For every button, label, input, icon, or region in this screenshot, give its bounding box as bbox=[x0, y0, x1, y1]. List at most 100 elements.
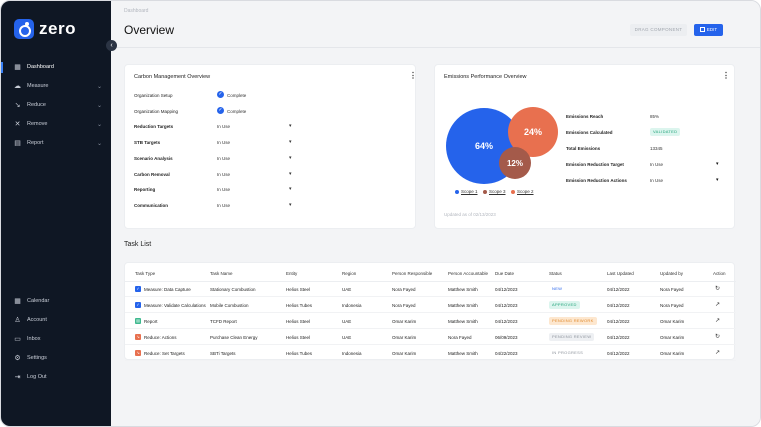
sidebar-item-log-out[interactable]: ⇥ Log Out bbox=[14, 370, 102, 384]
cell-type: Report bbox=[144, 319, 158, 324]
sidebar-item-calendar[interactable]: ▦ Calendar bbox=[14, 294, 102, 308]
carbon-row: Carbon Removal In Use ▾ bbox=[134, 170, 324, 180]
select-value: In Use bbox=[217, 171, 231, 177]
column-header-region[interactable]: Region bbox=[342, 271, 357, 276]
cell-due: 06/09/2023 bbox=[495, 335, 518, 340]
sidebar-item-dashboard[interactable]: ▦ Dashboard bbox=[14, 60, 102, 74]
task-type-icon: ↘ bbox=[135, 334, 141, 340]
stat-value: 85% bbox=[650, 114, 660, 119]
task-table: Task Type Task Name Entity Region Person Res… bbox=[124, 262, 736, 361]
cell-accountable: Nora Fayed bbox=[448, 335, 472, 340]
table-row[interactable]: ✓ Measure: Validate Calculations Mobile Co… bbox=[125, 298, 736, 313]
legend-label: Scope 3 bbox=[489, 189, 506, 194]
cell-due: 04/22/2023 bbox=[495, 351, 518, 356]
column-header-person-responsible[interactable]: Person Responsible bbox=[392, 271, 433, 276]
caret-down-icon: ▾ bbox=[716, 161, 719, 167]
cell-entity: Helios Steel bbox=[286, 287, 311, 292]
column-header-due-date[interactable]: Due Date bbox=[495, 271, 515, 276]
chevron-left-icon[interactable]: ‹ bbox=[106, 40, 117, 51]
card-title: Carbon Management Overview bbox=[134, 74, 211, 80]
emission-stat-row: Emission Reduction Target In Use ▾ bbox=[566, 160, 721, 170]
edit-button[interactable]: EDIT bbox=[694, 24, 723, 36]
caret-down-icon: ▾ bbox=[289, 139, 292, 146]
more-vertical-icon[interactable]: ⋮ bbox=[409, 71, 417, 80]
open-link-icon[interactable]: ↗ bbox=[715, 302, 721, 308]
column-header-person-accountable[interactable]: Person Accountable bbox=[448, 271, 489, 276]
sidebar-item-settings[interactable]: ⚙ Settings bbox=[14, 351, 102, 365]
header-divider bbox=[111, 47, 760, 48]
carbon-row: Scenario Analysis In Use ▾ bbox=[134, 154, 324, 164]
check-circle-icon: ✓ bbox=[217, 91, 224, 98]
sidebar-item-inbox[interactable]: ▭ Inbox bbox=[14, 332, 102, 346]
carbon-management-card: Carbon Management Overview ⋮ Organizatio… bbox=[124, 64, 417, 229]
cell-responsible: Omar Karim bbox=[392, 319, 417, 324]
emission-stat-row: Emission Reduction Actions In Use ▾ bbox=[566, 176, 721, 186]
column-header-status[interactable]: Status bbox=[549, 271, 562, 276]
sidebar-item-reduce[interactable]: ↘ Reduce ⌄ bbox=[14, 98, 102, 112]
caret-down-icon: ▾ bbox=[289, 154, 292, 161]
logo[interactable]: zero bbox=[14, 19, 76, 39]
legend-dot bbox=[511, 189, 515, 194]
status-badge: IN PROGRESS bbox=[549, 349, 587, 357]
column-header-task-type[interactable]: Task Type bbox=[135, 271, 156, 276]
cell-name: Stationary Combustion bbox=[210, 287, 256, 292]
caret-down-icon: ▾ bbox=[716, 177, 719, 183]
sidebar-item-account[interactable]: ♙ Account bbox=[14, 313, 102, 327]
edit-icon bbox=[699, 27, 705, 32]
cell-region: UAE bbox=[342, 319, 352, 324]
column-header-task-name[interactable]: Task Name bbox=[210, 271, 233, 276]
emission-stat-row: Emissions Reach 85% bbox=[566, 112, 721, 122]
drag-component-button[interactable]: DRAG COMPONENT bbox=[630, 24, 687, 36]
breadcrumb[interactable]: Dashboard bbox=[124, 8, 149, 14]
column-header-last-updated[interactable]: Last Updated bbox=[607, 271, 634, 276]
open-link-icon[interactable]: ↗ bbox=[715, 350, 721, 356]
logout-icon: ⇥ bbox=[14, 373, 21, 381]
cell-due: 04/12/2023 bbox=[495, 319, 518, 324]
cell-due: 04/12/2023 bbox=[495, 303, 518, 308]
caret-down-icon: ▾ bbox=[289, 186, 292, 193]
zero-logo-icon bbox=[14, 19, 34, 39]
bubble-label-scope-1: 64% bbox=[475, 141, 493, 151]
updated-timestamp: Updated as of 02/13/2023 bbox=[444, 212, 496, 217]
status-badge: PENDING REVIEW bbox=[549, 333, 595, 341]
row-label: Communication bbox=[134, 202, 169, 208]
more-vertical-icon[interactable]: ⋮ bbox=[722, 71, 730, 80]
table-row[interactable]: ↘ Reduce: Set Targets SBTi Targets Helios T… bbox=[125, 346, 736, 361]
bubble-scope-3[interactable] bbox=[499, 147, 531, 179]
bubble-label-scope-2: 24% bbox=[524, 127, 542, 137]
carbon-row: Organization Mapping ✓ Complete bbox=[134, 106, 324, 117]
table-row[interactable]: ↘ Reduce: Actions Purchase Clean Energy Hel… bbox=[125, 330, 736, 345]
sidebar-item-remove[interactable]: ✕ Remove ⌄ bbox=[14, 117, 102, 131]
sidebar-item-report[interactable]: ▤ Report ⌄ bbox=[14, 136, 102, 150]
column-header-entity[interactable]: Entity bbox=[286, 271, 298, 276]
chevron-down-icon: ⌄ bbox=[96, 102, 102, 109]
legend-item-scope-2[interactable]: Scope 2 bbox=[511, 189, 534, 194]
table-row[interactable]: ▤ Report TCFD Report Helios Steel UAE Omar Ka… bbox=[125, 314, 736, 329]
bubble-label-scope-3: 12% bbox=[507, 159, 523, 168]
table-header-divider bbox=[125, 281, 736, 282]
refresh-icon[interactable]: ↻ bbox=[715, 334, 721, 340]
refresh-icon[interactable]: ↻ bbox=[715, 286, 721, 292]
cell-type: Reduce: Actions bbox=[144, 335, 177, 340]
logo-text: zero bbox=[39, 19, 76, 38]
table-row[interactable]: ✓ Measure: Data Capture Stationary Combust… bbox=[125, 282, 736, 297]
emission-stat-row: Total Emissions 13345 bbox=[566, 144, 721, 154]
sidebar-item-label: Reduce bbox=[27, 102, 46, 108]
active-indicator bbox=[1, 62, 3, 73]
legend-label: Scope 1 bbox=[461, 189, 478, 194]
open-link-icon[interactable]: ↗ bbox=[715, 318, 721, 324]
sidebar-item-measure[interactable]: ☁ Measure ⌄ bbox=[14, 79, 102, 93]
cell-entity: Helios Steel bbox=[286, 319, 311, 324]
column-header-action[interactable]: Action bbox=[713, 271, 726, 276]
legend-dot bbox=[483, 189, 487, 194]
check-circle-icon: ✓ bbox=[217, 106, 224, 114]
bubble-scope-2[interactable] bbox=[508, 107, 558, 157]
task-type-icon: ▤ bbox=[135, 318, 141, 324]
legend-item-scope-3[interactable]: Scope 3 bbox=[483, 189, 506, 194]
legend-item-scope-1[interactable]: Scope 1 bbox=[455, 189, 478, 194]
status-value: Complete bbox=[227, 108, 247, 114]
select-value: In Use bbox=[217, 124, 231, 130]
page-title: Overview bbox=[124, 23, 175, 37]
edit-label: EDIT bbox=[706, 27, 718, 32]
column-header-updated-by[interactable]: Updated by bbox=[660, 271, 684, 276]
